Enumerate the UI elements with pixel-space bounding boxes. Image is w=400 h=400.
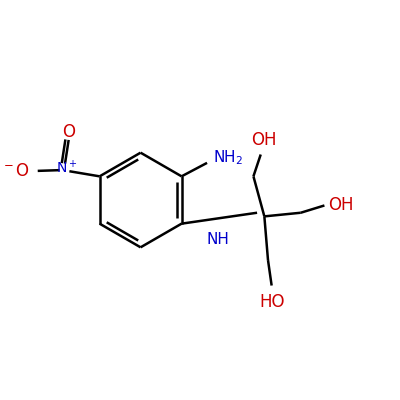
Text: NH: NH bbox=[206, 232, 229, 247]
Text: N$^+$: N$^+$ bbox=[56, 159, 77, 176]
Text: OH: OH bbox=[328, 196, 354, 214]
Text: HO: HO bbox=[259, 293, 284, 311]
Text: OH: OH bbox=[252, 131, 277, 149]
Text: NH$_2$: NH$_2$ bbox=[212, 149, 243, 168]
Text: $^-$O: $^-$O bbox=[1, 162, 30, 180]
Text: O: O bbox=[62, 122, 75, 140]
